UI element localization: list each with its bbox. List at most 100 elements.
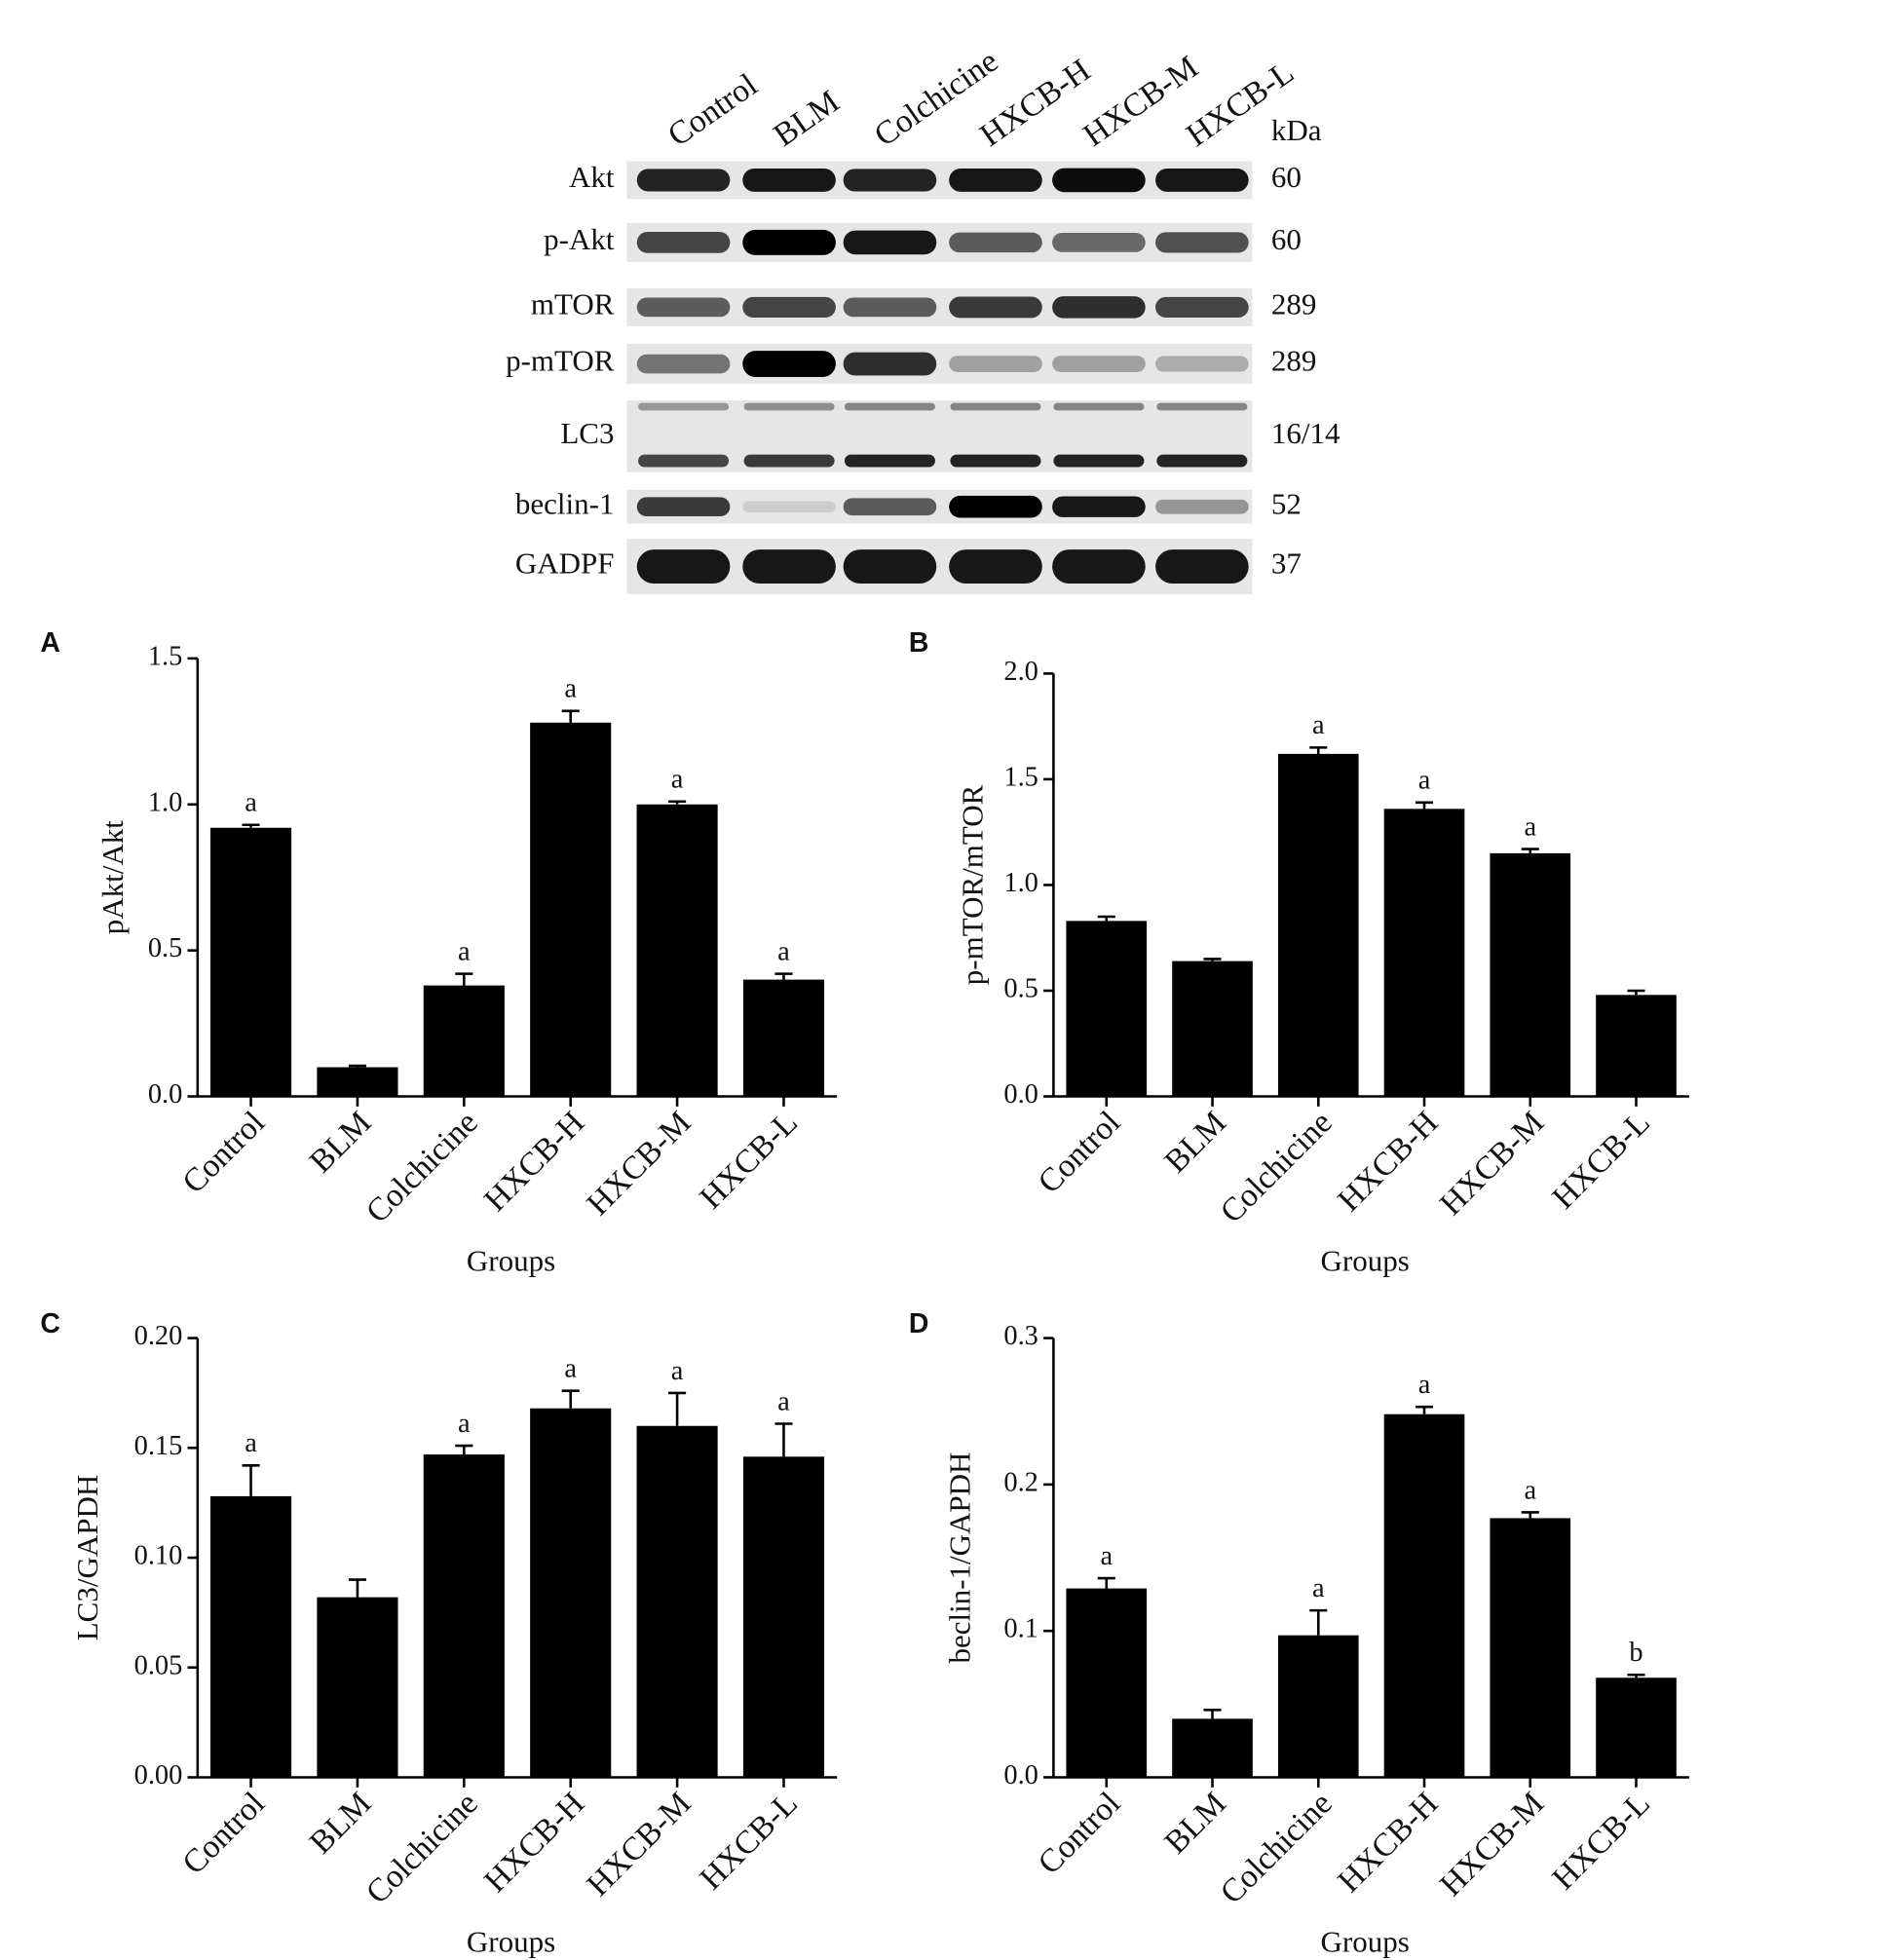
- row-label: Akt: [569, 160, 615, 194]
- bar: [1277, 753, 1359, 1097]
- significance-label: a: [1312, 1573, 1325, 1603]
- bar: [1066, 921, 1148, 1097]
- error-bar: [561, 1389, 580, 1409]
- error-bar: [1203, 1709, 1222, 1719]
- blot-panel: [626, 400, 1253, 472]
- blot-band: [949, 169, 1042, 192]
- x-tick-label: HXCB-L: [693, 1786, 805, 1898]
- y-tick-label: 0.5: [148, 933, 183, 963]
- x-tick-label: Colchicine: [359, 1786, 485, 1911]
- blot-band: [638, 454, 730, 468]
- blot-band: [1155, 549, 1249, 584]
- panel-label: D: [909, 1308, 929, 1339]
- blot-band: [949, 356, 1042, 372]
- y-axis-label: pAkt/Akt: [95, 820, 130, 935]
- row-label: mTOR: [531, 287, 615, 321]
- blot-band: [1155, 169, 1249, 192]
- x-axis-label: Groups: [1321, 1924, 1410, 1958]
- x-tick-label: HXCB-L: [1545, 1105, 1657, 1217]
- y-tick-label: 0.2: [1003, 1467, 1038, 1497]
- x-tick-label: HXCB-M: [1433, 1105, 1551, 1223]
- y-tick-label: 0.0: [1003, 1760, 1038, 1790]
- blot-band: [1052, 168, 1146, 193]
- bar: [423, 1454, 505, 1778]
- error-bar: [1309, 746, 1328, 754]
- blot-band: [636, 354, 731, 374]
- x-tick-label: HXCB-H: [477, 1105, 591, 1219]
- panel-label: A: [40, 627, 60, 659]
- x-tick-label: Colchicine: [1214, 1786, 1340, 1911]
- significance-label: b: [1629, 1638, 1643, 1668]
- x-tick-label: BLM: [1157, 1105, 1233, 1181]
- blot-band: [950, 402, 1041, 411]
- y-axis-label: p-mTOR/mTOR: [955, 784, 989, 985]
- error-bar: [1521, 1511, 1539, 1519]
- x-tick-label: HXCB-L: [693, 1105, 805, 1217]
- blot-band: [1053, 454, 1145, 468]
- significance-label: a: [671, 765, 684, 795]
- blot-band: [1155, 356, 1249, 372]
- error-bar: [774, 972, 793, 980]
- error-bar: [242, 823, 260, 828]
- error-bar: [1097, 1576, 1115, 1589]
- blot-band: [638, 402, 730, 411]
- bar: [1383, 809, 1465, 1097]
- x-tick-label: Control: [175, 1105, 272, 1201]
- x-tick-label: Control: [1031, 1105, 1127, 1201]
- bar: [317, 1597, 398, 1778]
- blot-band: [636, 231, 731, 253]
- row-label: LC3: [560, 416, 614, 450]
- kda-label: 289: [1271, 287, 1317, 321]
- significance-label: a: [1524, 811, 1536, 842]
- y-axis-label: LC3/GAPDH: [70, 1475, 104, 1641]
- x-axis-label: Groups: [467, 1924, 555, 1958]
- y-tick-label: 0.5: [1003, 973, 1038, 1003]
- kda-header: kDa: [1271, 113, 1322, 147]
- kda-label: 289: [1271, 344, 1317, 378]
- x-tick-label: BLM: [303, 1786, 379, 1862]
- blot-panel: [626, 539, 1253, 595]
- error-bar: [455, 972, 473, 986]
- significance-label: a: [245, 788, 257, 818]
- blot-band: [1156, 402, 1248, 411]
- bar: [1066, 1588, 1148, 1778]
- blot-band: [636, 497, 731, 517]
- error-bar: [668, 1391, 687, 1426]
- bar: [209, 827, 292, 1097]
- x-tick-label: HXCB-L: [1545, 1786, 1657, 1898]
- significance-label: a: [1524, 1475, 1536, 1505]
- significance-label: a: [671, 1356, 684, 1386]
- kda-label: 60: [1271, 160, 1302, 194]
- kda-label: 52: [1271, 486, 1302, 520]
- x-axis-label: Groups: [467, 1243, 555, 1277]
- significance-label: a: [458, 936, 471, 966]
- blot-band: [1052, 496, 1146, 517]
- error-bar: [348, 1578, 366, 1598]
- blot-band: [949, 296, 1042, 319]
- error-bar: [455, 1444, 473, 1455]
- kda-label: 60: [1271, 222, 1302, 256]
- x-tick-label: Control: [175, 1786, 272, 1882]
- significance-label: a: [564, 674, 577, 704]
- significance-label: a: [777, 1386, 790, 1416]
- y-tick-label: 0.05: [134, 1650, 183, 1680]
- y-tick-label: 0.0: [148, 1079, 183, 1110]
- error-bar: [242, 1464, 260, 1496]
- blot-band: [949, 232, 1042, 253]
- significance-label: a: [1100, 1541, 1113, 1571]
- blot-band: [843, 169, 937, 192]
- bar: [423, 985, 505, 1097]
- x-tick-label: Control: [1031, 1786, 1127, 1882]
- blot-band: [843, 297, 937, 318]
- blot-band: [843, 352, 937, 376]
- lane-label: HXCB-M: [1076, 49, 1204, 153]
- blot-band: [1052, 356, 1146, 372]
- bar: [530, 1408, 612, 1778]
- y-tick-label: 0.3: [1003, 1321, 1038, 1351]
- blot-band: [843, 549, 937, 584]
- x-tick-label: BLM: [303, 1105, 379, 1181]
- x-tick-label: HXCB-M: [580, 1105, 698, 1223]
- error-bar: [348, 1064, 366, 1068]
- blot-band: [743, 402, 835, 411]
